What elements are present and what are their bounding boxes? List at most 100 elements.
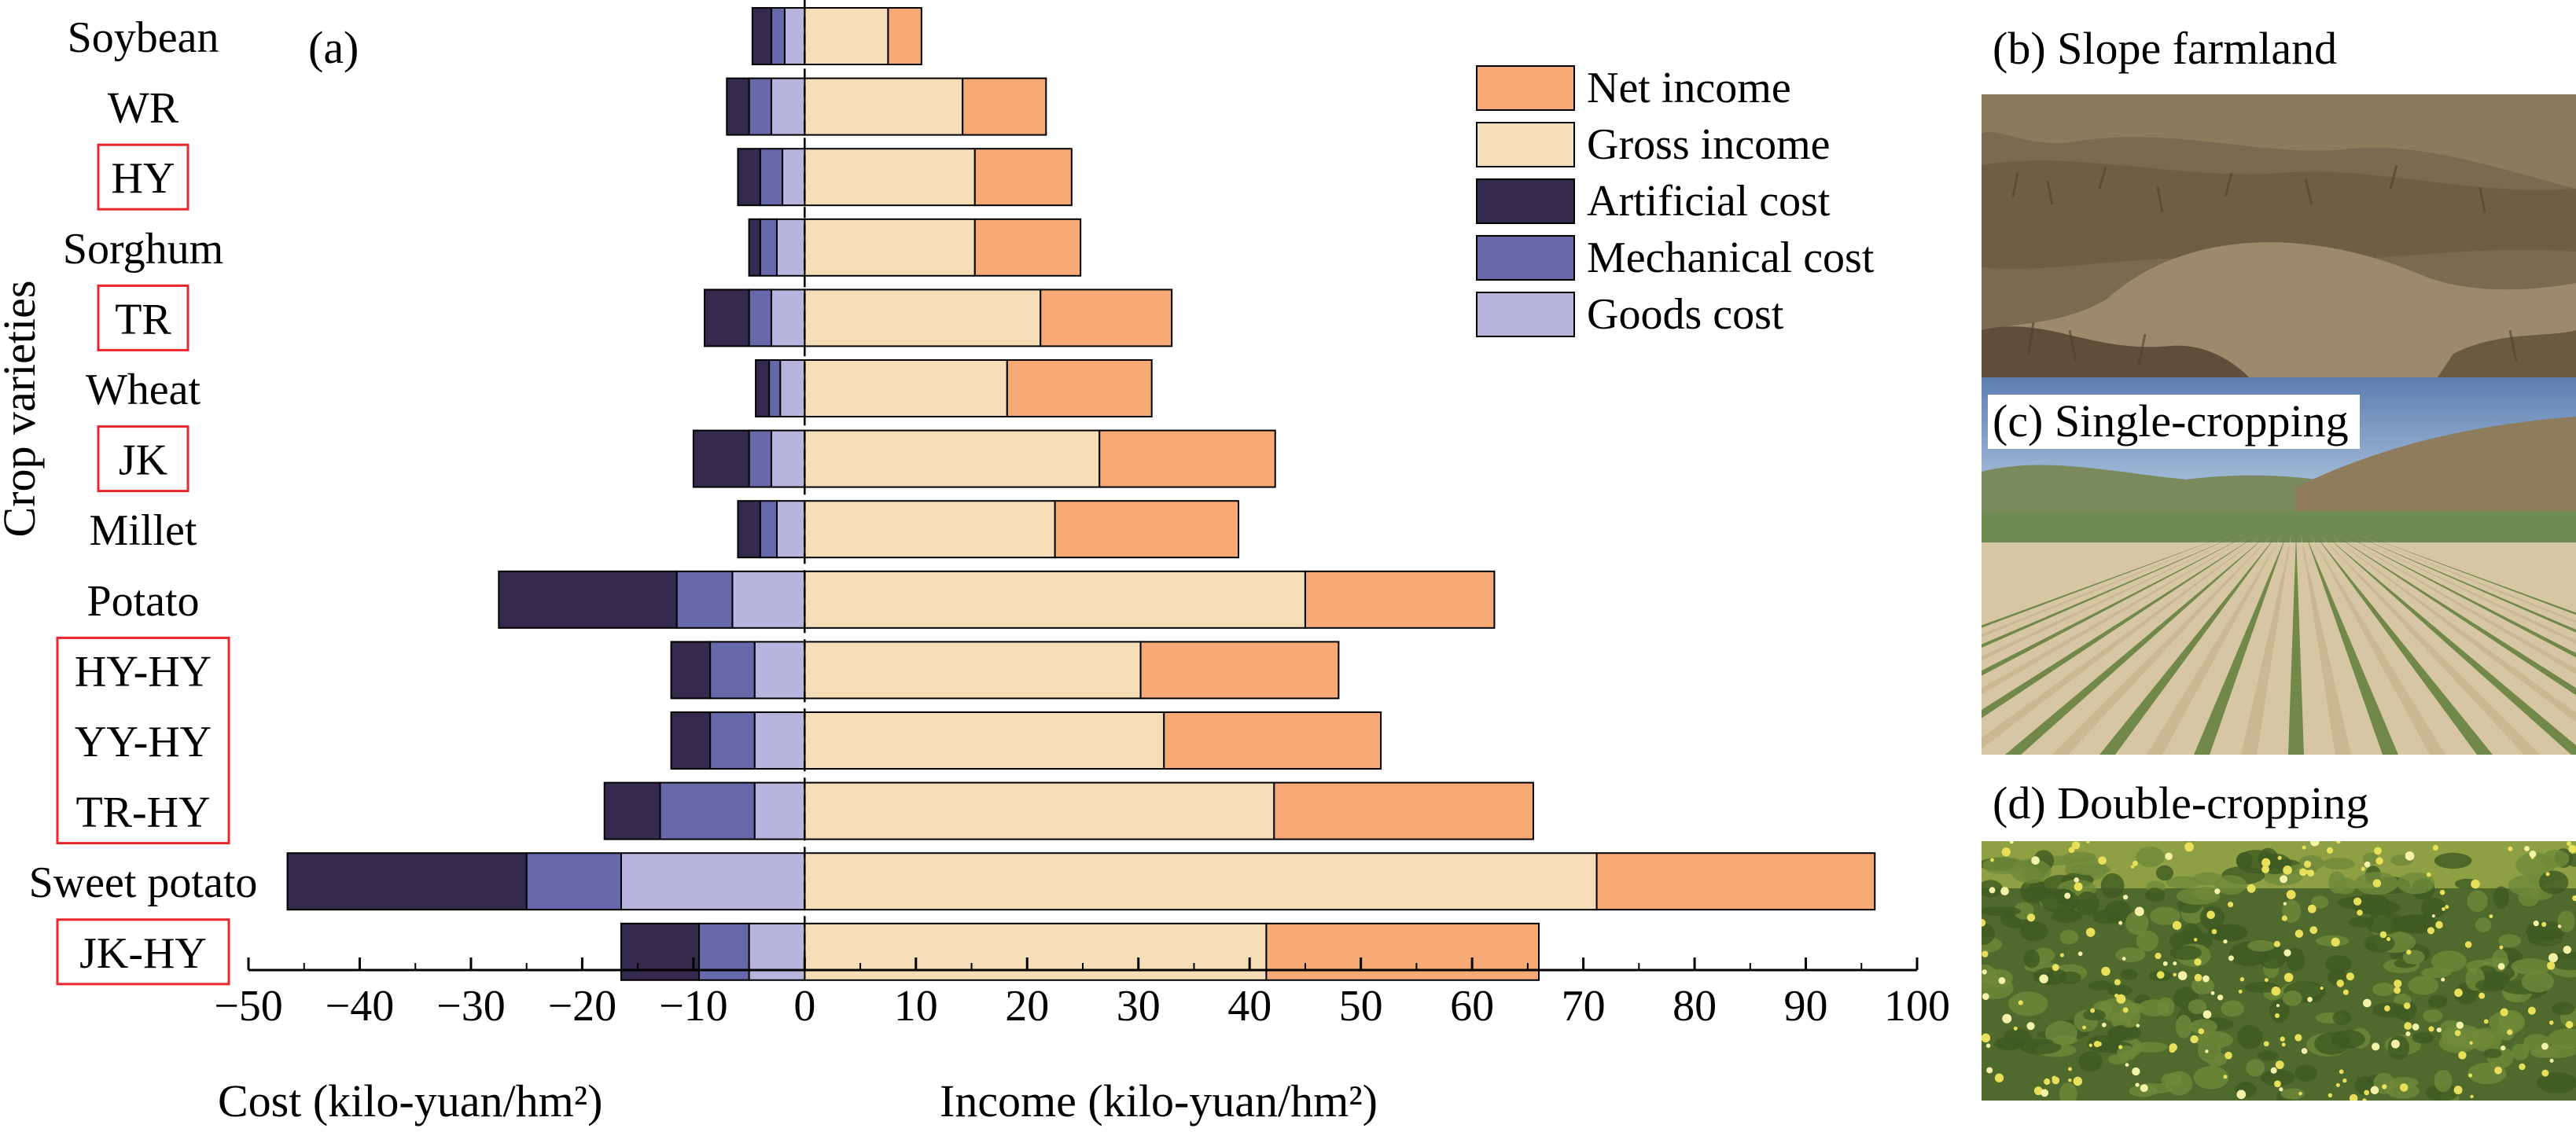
category-label-potato: Potato xyxy=(86,577,199,626)
flower xyxy=(2039,974,2048,983)
flower xyxy=(2404,1022,2412,1031)
bar-mechanical-cost-soybean xyxy=(770,7,786,65)
bar-goods-cost-potato xyxy=(731,570,806,629)
category-label-millet: Millet xyxy=(90,506,197,555)
bar-goods-cost-yy-hy xyxy=(753,711,806,770)
flower xyxy=(2431,914,2435,918)
leaf xyxy=(2280,1088,2305,1100)
bar-goods-cost-jk-hy xyxy=(748,922,806,981)
x-tick-label: 20 xyxy=(1005,982,1049,1031)
flower xyxy=(2130,865,2135,869)
flower xyxy=(2519,1063,2526,1071)
flower xyxy=(2405,1031,2411,1037)
flower xyxy=(2261,865,2269,873)
flower xyxy=(2214,888,2221,895)
flower xyxy=(2499,945,2504,950)
legend-swatch-mechanical-cost xyxy=(1476,235,1575,281)
x-tick-label: 50 xyxy=(1339,982,1383,1031)
bar-gross-income-tr xyxy=(804,289,1042,347)
flower xyxy=(2155,952,2162,960)
leaf xyxy=(2483,1048,2502,1059)
leaf xyxy=(2214,875,2247,895)
bar-gross-income-soybean xyxy=(804,7,889,65)
flower xyxy=(2527,1006,2536,1015)
legend-swatch-net-income xyxy=(1476,65,1575,111)
bar-gross-income-hy xyxy=(804,148,976,207)
flower xyxy=(2018,1000,2023,1005)
flower xyxy=(2326,847,2334,854)
x-tick-label: 30 xyxy=(1117,982,1161,1031)
flower xyxy=(2549,1058,2554,1063)
bar-net-income-yy-hy xyxy=(1163,711,1382,770)
leaf xyxy=(2237,1024,2263,1049)
crop-row xyxy=(2320,535,2540,755)
flower xyxy=(2568,844,2576,854)
flower xyxy=(2298,1091,2302,1096)
bar-gross-income-tr-hy xyxy=(804,781,1275,840)
flower xyxy=(2276,1004,2280,1008)
flower xyxy=(2283,866,2292,875)
flower xyxy=(2086,841,2090,843)
photo-slope-farmland-panel: (b) Slope farmland xyxy=(1982,0,2576,377)
leaf xyxy=(2365,912,2405,935)
leaf xyxy=(2434,1069,2453,1093)
flower xyxy=(2205,1049,2209,1053)
category-label-jk-hy: JK-HY xyxy=(79,929,207,978)
crop-row xyxy=(1982,535,2244,661)
flower xyxy=(2173,972,2177,977)
flower xyxy=(2098,856,2107,866)
x-axis: −50 −40 −30 −20 −10 0 10 20 30 40 50 60 70 80 90 100 xyxy=(214,0,1950,1031)
flower xyxy=(2134,906,2144,917)
leaf xyxy=(2402,950,2425,965)
crop-row xyxy=(2324,535,2576,755)
leaf xyxy=(2166,876,2202,889)
bar-mechanical-cost-hy xyxy=(759,148,784,207)
bar-net-income-sweet-potato xyxy=(1595,852,1876,911)
flower xyxy=(2541,1069,2549,1077)
flower xyxy=(2261,858,2271,867)
flower xyxy=(2132,860,2138,866)
flower xyxy=(2073,1076,2083,1086)
flower xyxy=(2394,987,2401,994)
bar-artificial-cost-sorghum xyxy=(748,218,761,277)
leaf xyxy=(2078,1051,2103,1072)
bar-goods-cost-sorghum xyxy=(775,218,806,277)
bar-mechanical-cost-wr xyxy=(748,77,772,136)
leaf xyxy=(2175,1015,2192,1038)
bar-artificial-cost-sweet-potato xyxy=(286,852,528,911)
flower xyxy=(2223,1075,2228,1079)
leaf xyxy=(2482,957,2510,968)
leaf xyxy=(1982,906,2022,917)
flower xyxy=(2280,875,2288,884)
flower xyxy=(2375,857,2383,865)
flower xyxy=(2114,994,2119,998)
leaf xyxy=(2260,1069,2296,1086)
flower xyxy=(2304,860,2312,868)
legend-label-mechanical-cost: Mechanical cost xyxy=(1587,233,1875,282)
leaf xyxy=(2107,984,2133,997)
leaf xyxy=(2420,967,2452,978)
bar-mechanical-cost-jk-hy xyxy=(697,922,750,981)
bar-net-income-wheat xyxy=(1006,359,1153,417)
flower xyxy=(2307,904,2317,913)
leaf xyxy=(2548,1028,2576,1049)
flower xyxy=(2122,957,2126,961)
leaf xyxy=(2023,949,2041,968)
leaf xyxy=(2107,1024,2141,1041)
bar-gross-income-sweet-potato xyxy=(804,852,1598,911)
leaf xyxy=(2100,873,2125,899)
leaf xyxy=(2475,979,2506,992)
flower xyxy=(2000,887,2009,895)
flower xyxy=(2026,913,2036,922)
bar-gross-income-jk xyxy=(804,429,1101,488)
leaf xyxy=(2193,1066,2229,1090)
leaf xyxy=(2527,928,2563,946)
leaf xyxy=(2269,999,2290,1024)
flower xyxy=(2426,872,2431,877)
flower xyxy=(2177,971,2188,980)
flower xyxy=(2044,1078,2051,1086)
bar-artificial-cost-wr xyxy=(726,77,750,136)
flower xyxy=(2458,1051,2467,1060)
bar-goods-cost-soybean xyxy=(783,7,806,65)
bar-gross-income-sorghum xyxy=(804,218,976,277)
